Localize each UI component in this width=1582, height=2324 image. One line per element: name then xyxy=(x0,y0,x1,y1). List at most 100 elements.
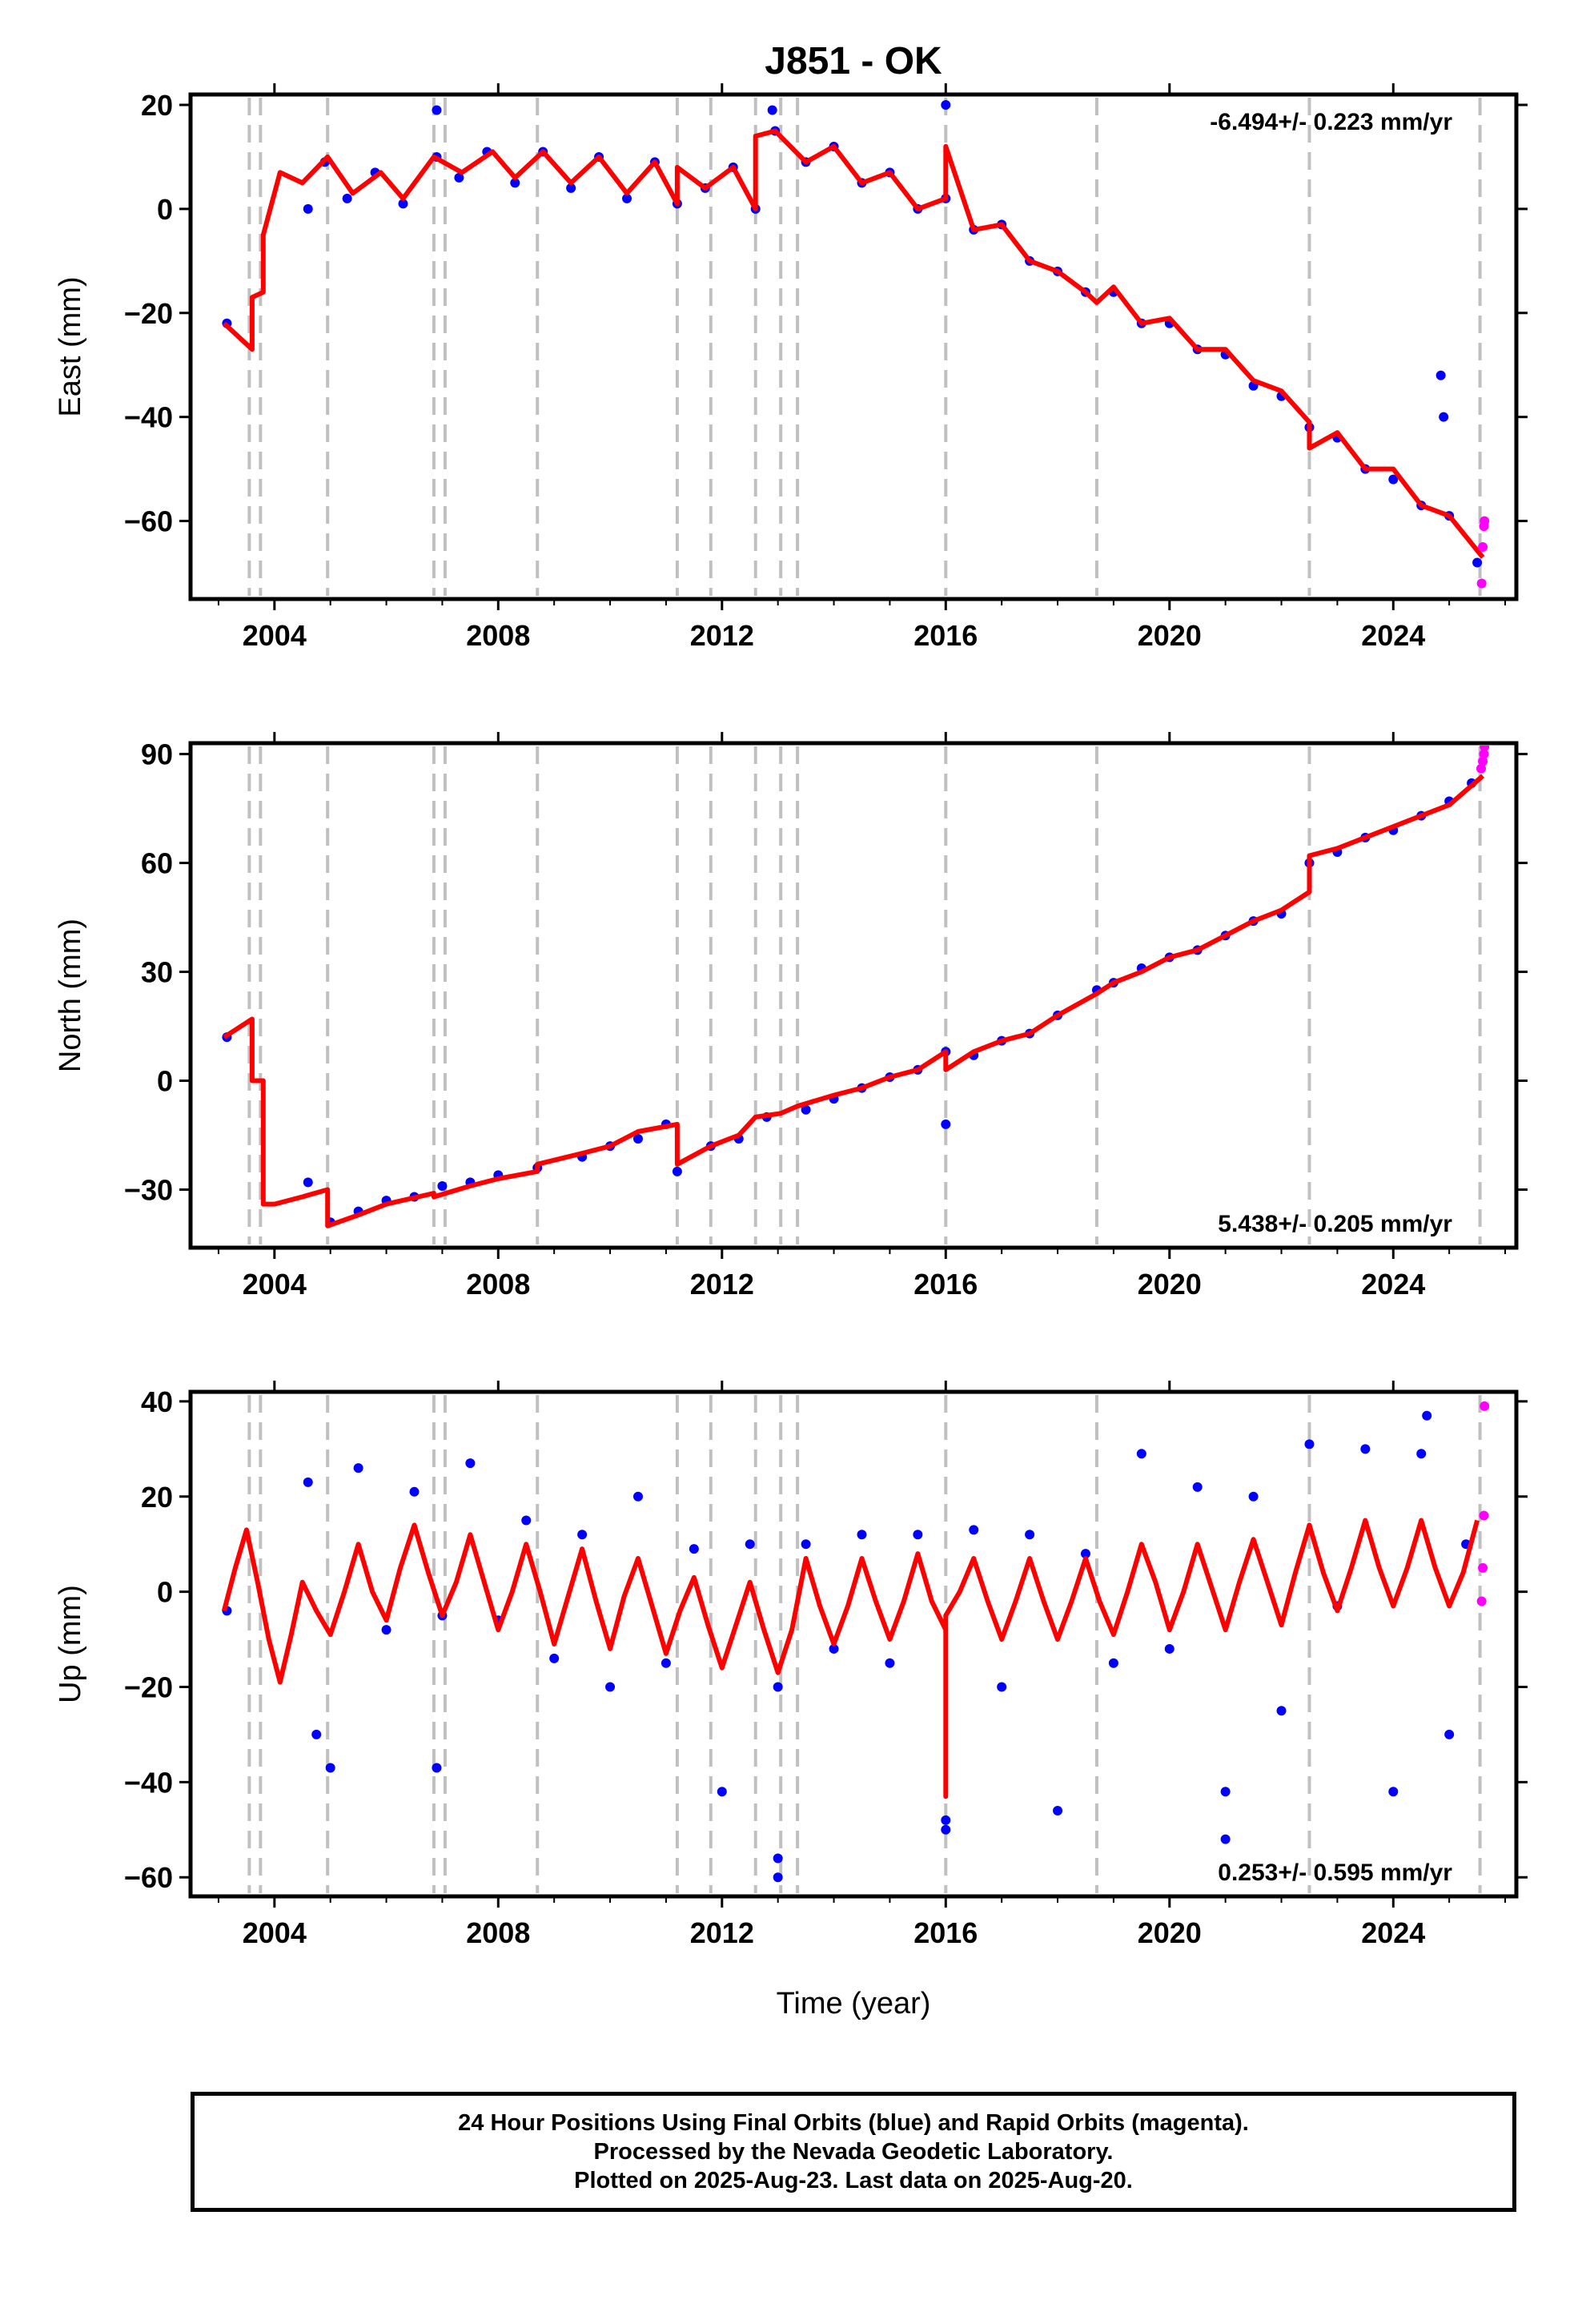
final-orbit-point xyxy=(913,1530,923,1540)
y-tick-label: 0 xyxy=(157,1576,173,1609)
model-fit-line xyxy=(222,128,1485,559)
final-orbit-point xyxy=(398,199,408,209)
y-tick-label: 40 xyxy=(141,1385,173,1418)
final-orbit-point xyxy=(577,1530,588,1540)
model-fit-line xyxy=(221,1518,1480,1799)
plot-frame xyxy=(188,1389,1519,1899)
final-orbit-point xyxy=(773,1682,783,1692)
final-orbit-point xyxy=(432,105,442,115)
x-tick-label: 2004 xyxy=(243,619,307,652)
y-tick-label: −30 xyxy=(124,1173,173,1206)
velocity-rate-label: 0.253+/- 0.595 mm/yr xyxy=(1218,1860,1452,1886)
final-orbit-point xyxy=(1439,412,1449,422)
final-orbit-point xyxy=(885,1658,895,1668)
y-tick-label: 20 xyxy=(141,1481,173,1514)
rapid-orbit-point xyxy=(1478,542,1488,553)
y-tick-label: 30 xyxy=(141,956,173,989)
final-orbit-point xyxy=(1220,1787,1231,1797)
final-orbit-point xyxy=(353,1463,363,1474)
x-tick-label: 2012 xyxy=(690,1268,754,1301)
final-orbit-point xyxy=(381,1625,391,1635)
final-orbit-point xyxy=(857,1530,867,1540)
final-orbit-point xyxy=(1248,1491,1259,1502)
x-tick-label: 2024 xyxy=(1361,619,1425,652)
y-tick-label: −20 xyxy=(124,297,173,330)
final-orbit-point xyxy=(1304,1439,1315,1449)
final-orbit-point xyxy=(1192,1482,1203,1492)
final-orbit-point xyxy=(1360,1444,1371,1454)
final-orbit-point xyxy=(303,1177,313,1188)
y-axis-label: North (mm) xyxy=(54,919,87,1072)
x-tick-label: 2012 xyxy=(690,619,754,652)
final-orbit-point xyxy=(432,1763,442,1773)
x-tick-label: 2008 xyxy=(466,1268,530,1301)
final-orbit-point xyxy=(969,1525,979,1535)
final-orbit-point xyxy=(303,1477,313,1487)
x-tick-label: 2004 xyxy=(243,1268,307,1301)
panel-north: 2004 2008 2012 2016 2020 2024 90 60 30 0 −30 North … xyxy=(54,732,1528,1301)
rapid-orbit-point xyxy=(1476,578,1487,589)
y-tick-label: −40 xyxy=(124,1766,173,1799)
rapid-orbit-point xyxy=(1478,1562,1488,1573)
plot-area xyxy=(221,1401,1490,1883)
plot-area xyxy=(222,746,1490,1228)
x-tick-label: 2004 xyxy=(243,1916,307,1949)
final-orbit-point xyxy=(1164,1643,1174,1654)
final-orbit-point xyxy=(437,1180,448,1191)
final-orbit-point xyxy=(342,193,352,203)
final-orbit-point xyxy=(605,1682,616,1692)
rapid-orbit-point xyxy=(1480,516,1490,526)
final-orbit-point xyxy=(1053,1806,1063,1816)
chart-title: J851 - OK xyxy=(765,40,942,82)
final-orbit-point xyxy=(745,1539,755,1550)
x-tick-label: 2016 xyxy=(913,1916,978,1949)
caption-line-2: Processed by the Nevada Geodetic Laborat… xyxy=(593,2139,1114,2165)
final-orbit-point xyxy=(773,1872,783,1883)
rapid-orbit-point xyxy=(1476,1596,1487,1606)
final-orbit-point xyxy=(1422,1410,1432,1421)
final-orbit-point xyxy=(521,1515,532,1526)
final-orbit-point xyxy=(1416,1449,1427,1459)
y-tick-label: −60 xyxy=(124,505,173,538)
final-orbit-point xyxy=(717,1787,727,1797)
final-orbit-point xyxy=(1472,557,1483,568)
final-orbit-point xyxy=(997,1682,1007,1692)
final-orbit-point xyxy=(465,1458,476,1469)
final-orbit-point xyxy=(1025,1530,1035,1540)
final-orbit-point xyxy=(409,1486,420,1497)
final-orbit-point xyxy=(303,203,313,214)
final-orbit-point xyxy=(632,1491,643,1502)
x-tick-label: 2024 xyxy=(1361,1268,1425,1301)
rapid-orbit-point xyxy=(1479,1510,1489,1521)
panel-up: 2004 2008 2012 2016 2020 2024 40 20 0 −20 −40 −60 Up… xyxy=(54,1381,1528,1949)
velocity-rate-label: -6.494+/- 0.223 mm/yr xyxy=(1210,109,1452,135)
y-tick-label: −20 xyxy=(124,1671,173,1703)
rapid-orbit-point xyxy=(1480,746,1490,752)
plot-frame xyxy=(188,92,1519,601)
final-orbit-point xyxy=(549,1653,560,1663)
y-tick-label: 60 xyxy=(141,847,173,880)
final-orbit-point xyxy=(941,1119,951,1129)
final-orbit-point xyxy=(661,1658,671,1668)
x-tick-label: 2016 xyxy=(913,619,978,652)
y-tick-label: 0 xyxy=(157,1065,173,1098)
caption-line-3: Plotted on 2025-Aug-23. Last data on 202… xyxy=(574,2168,1133,2193)
y-tick-label: −40 xyxy=(124,401,173,434)
final-orbit-point xyxy=(1220,1834,1231,1844)
final-orbit-point xyxy=(1080,1549,1090,1559)
final-orbit-point xyxy=(801,1104,811,1115)
y-axis-label: East (mm) xyxy=(54,276,87,416)
final-orbit-point xyxy=(1136,1449,1146,1459)
final-orbit-point xyxy=(1444,1729,1455,1739)
x-tick-label: 2012 xyxy=(690,1916,754,1949)
final-orbit-point xyxy=(941,1815,951,1825)
final-orbit-point xyxy=(773,1853,783,1864)
final-orbit-point xyxy=(632,1134,643,1144)
rapid-orbit-point xyxy=(1479,749,1489,759)
x-tick-label: 2008 xyxy=(466,619,530,652)
final-orbit-point xyxy=(941,1824,951,1835)
final-orbit-point xyxy=(1276,1706,1287,1716)
final-orbit-point xyxy=(1388,1787,1399,1797)
y-tick-label: 20 xyxy=(141,89,173,122)
